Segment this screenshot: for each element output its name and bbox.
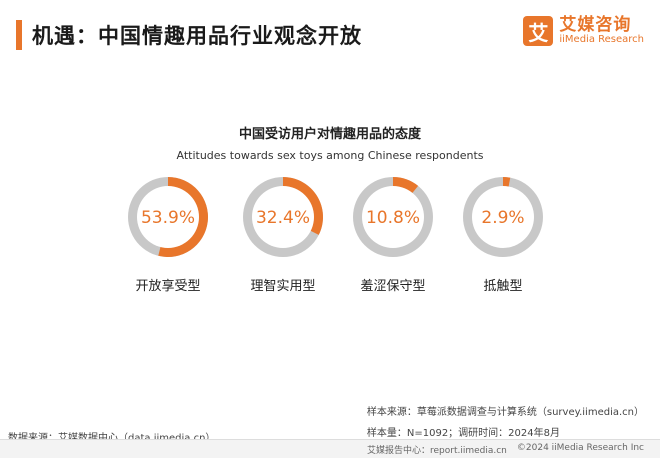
donut-hole-series-1 [137, 186, 199, 248]
data-source: 数据来源：艾媒数据中心（data.iimedia.cn） [8, 429, 215, 444]
footer-report-link[interactable]: 艾媒报告中心：report.iimedia.cn [366, 446, 507, 456]
footer-bar: 艾媒报告中心：report.iimedia.cn ©2024 iiMedia R… [0, 439, 660, 458]
title-bar: 机遇：中国情趣用品行业观念开放 [16, 20, 362, 50]
category-label-series-3: 羞涩保守型 [360, 279, 425, 294]
donut-hole-series-4 [472, 186, 534, 248]
logo-name-cn: 艾媒咨询 [559, 14, 632, 35]
chart-title: 中国受访用户对情趣用品的态度 [238, 127, 421, 142]
page-title: 机遇：中国情趣用品行业观念开放 [32, 24, 362, 48]
value-label-series-2: 32.4% [256, 208, 310, 228]
logo-text: 艾媒咨询 iiMedia Research [559, 14, 644, 45]
sample-size-note: 样本量：N=1092；调研时间：2024年8月 [366, 428, 560, 439]
chart-subtitle: Attitudes towards sex toys among Chinese… [176, 149, 484, 162]
value-label-series-1: 53.9% [141, 208, 195, 228]
value-label-series-3: 10.8% [366, 208, 420, 228]
footer-copyright: ©2024 iiMedia Research Inc [516, 443, 644, 453]
logo-icon: 艾 [523, 16, 554, 46]
sample-notes: 样本来源：草莓派数据调查与计算系统（survey.iimedia.cn） 样本量… [367, 402, 644, 444]
value-label-series-4: 2.9% [481, 208, 524, 228]
sample-source-note: 样本来源：草莓派数据调查与计算系统（survey.iimedia.cn） [366, 407, 644, 418]
donut-hole-series-2 [252, 186, 314, 248]
donut-hole-series-3 [362, 186, 424, 248]
title-accent-bar [16, 20, 22, 50]
category-label-series-1: 开放享受型 [135, 278, 200, 294]
category-label-series-4: 抵触型 [483, 279, 522, 294]
brand-logo: 艾 艾媒咨询 iiMedia Research [523, 16, 644, 46]
logo-name-en: iiMedia Research [559, 33, 644, 45]
category-label-series-2: 理智实用型 [250, 279, 315, 294]
